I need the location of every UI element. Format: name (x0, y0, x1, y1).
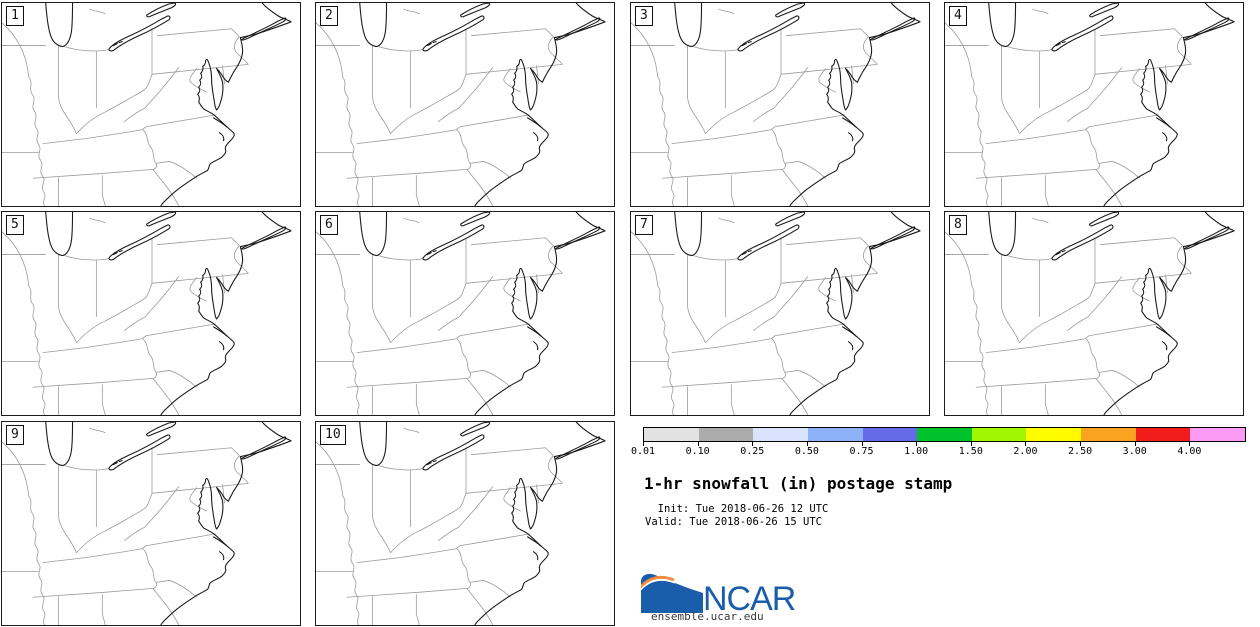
eastern-us-basemap (631, 3, 921, 206)
colorbar-tick-label: 0.25 (740, 446, 765, 457)
member-number-label: 10 (320, 425, 346, 445)
colorbar-segment-2.00 (1026, 428, 1082, 441)
eastern-us-basemap (2, 3, 292, 206)
colorbar-segment-0.50 (807, 428, 863, 441)
member-panel-6: 6 (315, 211, 615, 416)
colorbar-tick (1189, 441, 1191, 446)
colorbar-tick (1080, 441, 1082, 446)
eastern-us-basemap (2, 212, 292, 415)
member-number-label: 9 (6, 425, 24, 445)
site-url: ensemble.ucar.edu (651, 610, 764, 623)
eastern-us-basemap (316, 3, 606, 206)
member-number-label: 3 (635, 6, 653, 26)
figure-title: 1-hr snowfall (in) postage stamp (644, 474, 953, 493)
colorbar-tick-label: 0.75 (849, 446, 874, 457)
colorbar-tick-label: 3.00 (1122, 446, 1147, 457)
colorbar-tick-label: 2.50 (1068, 446, 1093, 457)
member-panel-5: 5 (1, 211, 301, 416)
colorbar-tick-label: 1.00 (904, 446, 929, 457)
colorbar-segment-0.10 (698, 428, 754, 441)
member-panel-10: 10 (315, 421, 615, 626)
member-panel-9: 9 (1, 421, 301, 626)
member-panel-1: 1 (1, 2, 301, 207)
eastern-us-basemap (631, 212, 921, 415)
ncar-swoosh-icon (641, 573, 703, 613)
colorbar-tick-label: 1.50 (958, 446, 983, 457)
colorbar-tick (752, 441, 754, 446)
eastern-us-basemap (316, 212, 606, 415)
colorbar-segment-2.50 (1081, 428, 1136, 441)
member-panel-4: 4 (944, 2, 1244, 207)
member-number-label: 2 (320, 6, 338, 26)
eastern-us-basemap (945, 212, 1235, 415)
eastern-us-basemap (2, 422, 292, 625)
colorbar-segment-1.50 (971, 428, 1027, 441)
eastern-us-basemap (316, 422, 606, 625)
colorbar-tick-label: 4.00 (1177, 446, 1202, 457)
colorbar-tick-label: 0.01 (630, 446, 656, 457)
member-panel-8: 8 (944, 211, 1244, 416)
colorbar-tick (643, 441, 644, 446)
colorbar-tick-label: 0.50 (794, 446, 819, 457)
member-panel-7: 7 (630, 211, 930, 416)
time-block: Init: Tue 2018-06-26 12 UTC Valid: Tue 2… (645, 503, 828, 529)
member-number-label: 7 (635, 215, 653, 235)
colorbar-tick (916, 441, 918, 446)
colorbar-segment-1.00 (917, 428, 972, 441)
colorbar-tick (697, 441, 699, 446)
colorbar-tick-label: 0.10 (685, 446, 710, 457)
colorbar-segment-3.00 (1135, 428, 1191, 441)
member-number-label: 1 (6, 6, 24, 26)
colorbar-tick (806, 441, 808, 446)
eastern-us-basemap (945, 3, 1235, 206)
colorbar-segment-4.00 (1190, 428, 1246, 441)
colorbar-segment-0.75 (862, 428, 918, 441)
member-number-label: 8 (949, 215, 967, 235)
member-number-label: 5 (6, 215, 24, 235)
colorbar-tick-label: 2.00 (1013, 446, 1038, 457)
colorbar-tick (1134, 441, 1136, 446)
snowfall-colorbar (643, 427, 1246, 442)
member-number-label: 6 (320, 215, 338, 235)
colorbar-segment-0.01 (644, 428, 699, 441)
ncar-logo: NCAR (641, 573, 796, 614)
valid-time: Valid: Tue 2018-06-26 15 UTC (645, 516, 823, 528)
colorbar-tick (970, 441, 972, 446)
member-number-label: 4 (949, 6, 967, 26)
init-time: Init: Tue 2018-06-26 12 UTC (645, 503, 829, 515)
member-panel-3: 3 (630, 2, 930, 207)
colorbar-segment-0.25 (753, 428, 808, 441)
member-panel-2: 2 (315, 2, 615, 207)
ncar-logo-text: NCAR (703, 580, 795, 614)
colorbar-tick (861, 441, 863, 446)
colorbar-tick (1025, 441, 1027, 446)
